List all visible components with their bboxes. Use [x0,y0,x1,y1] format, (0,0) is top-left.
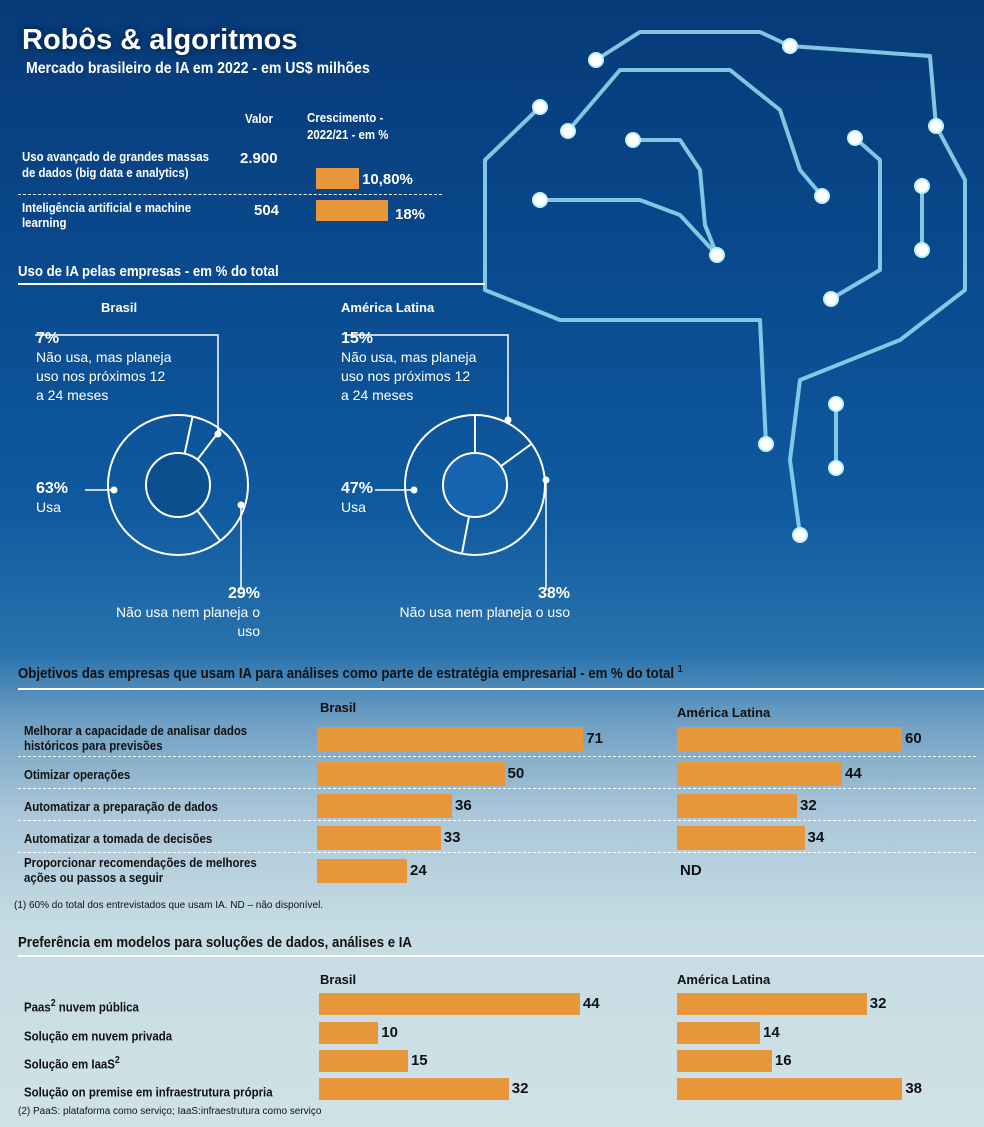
bar-brasil [317,826,441,850]
bar-brasil [319,993,580,1015]
bar-latam [677,762,842,786]
donut-center [145,452,211,518]
col-brasil: Brasil [320,700,357,715]
bar-brasil [319,1050,408,1072]
market-row-label: Uso avançado de grandes massas [22,149,209,164]
donut-charts [107,414,546,556]
bar-brasil [317,794,452,818]
footnote-1: (1) 60% do total dos entrevistados que u… [14,900,324,911]
section-title-uso: Uso de IA pelas empresas - em % do total [18,263,279,280]
divider [18,955,984,957]
bar-latam [677,794,797,818]
market-row-value: 2.900 [240,150,278,167]
donut-title-latam: América Latina [341,300,435,315]
donut-label-usa: 63% Usa [36,480,69,515]
growth-label: 18% [395,206,426,223]
divider [18,283,485,285]
bar-value-latam: 14 [763,1024,780,1041]
donut-label-nao-usa: 29% Não usa nem planeja o uso [116,585,260,639]
market-row-label: learning [22,215,67,230]
bar-value-brasil: 10 [381,1024,398,1041]
page-subtitle: Mercado brasileiro de IA em 2022 - em US… [26,60,370,77]
divider [18,852,976,853]
donut-slice-boundary [460,516,470,554]
bar-latam [677,826,805,850]
col-latam: América Latina [677,972,771,987]
bar-value-brasil: 71 [586,730,603,747]
bar-latam [677,727,902,751]
bar-value-brasil: 32 [511,1080,529,1097]
donut-slice-boundary [500,443,533,467]
bar-brasil [319,1022,379,1044]
category-label: Automatizar a preparação de dados [24,799,218,814]
bar-value-latam: 34 [807,829,825,846]
bar-value-brasil: 44 [582,995,600,1012]
growth-bar [316,200,388,221]
bar-value-brasil: 24 [410,862,427,879]
col-valor: Valor [245,111,273,126]
bar-latam [677,1050,772,1072]
page-title: Robôs & algoritmos [22,24,298,56]
growth-bar [316,168,360,189]
donut-label-planeja: 15% Não usa, mas planeja uso nos próximo… [341,330,477,403]
category-label: Solução em IaaS2 [24,1055,120,1072]
donut-ring [107,414,249,556]
donut-label-planeja: 7% Não usa, mas planeja uso nos próximos… [36,330,172,403]
divider [18,194,442,195]
market-row-label: Inteligência artificial e machine [22,200,192,215]
bar-latam [677,1078,903,1100]
divider [18,820,976,821]
category-label: Proporcionar recomendações de melhores aç… [24,855,257,885]
donut-slice-boundary [183,416,194,454]
bar-brasil [317,727,584,751]
col-brasil: Brasil [320,972,357,987]
bar-value-latam: 60 [905,730,922,747]
category-label: Automatizar a tomada de decisões [24,831,213,846]
donut-title-brasil: Brasil [101,300,138,315]
bar-brasil [319,1078,509,1100]
col-growth-1: Crescimento - [307,110,384,125]
category-label: Otimizar operações [24,767,131,782]
divider [18,688,984,690]
bar-value-latam: 32 [800,797,817,814]
bar-value-brasil: 36 [455,797,472,814]
category-label: Paas2 nuvem pública [24,998,139,1015]
footnote-2: (2) PaaS: plataforma como serviço; IaaS:… [18,1106,322,1117]
donut-slice-boundary [196,509,222,542]
bar-brasil [317,762,505,786]
bar-latam [677,993,867,1015]
col-growth-2: 2022/21 - em % [307,127,389,142]
bar-value-brasil: 15 [410,1052,428,1069]
donut-label-usa: 47% Usa [341,480,374,515]
section-title-objetivos: Objetivos das empresas que usam IA para … [18,664,683,682]
bar-latam [677,1022,761,1044]
market-row-label: de dados (big data e analytics) [22,165,189,180]
donut-label-nao-usa: 38% Não usa nem planeja o uso [399,585,570,620]
growth-label: 10,80% [362,171,413,188]
bar-value-latam: 16 [774,1052,792,1069]
bar-value-brasil: 50 [507,765,525,782]
category-label: Solução em nuvem privada [24,1028,173,1044]
bar-value-latam: ND [680,862,702,879]
section-title-preferencia: Preferência em modelos para soluções de … [18,934,412,951]
market-row-value: 504 [254,202,280,219]
category-label: Melhorar a capacidade de analisar dados h… [24,723,248,753]
donut-center [442,452,508,518]
bar-value-latam: 44 [845,765,862,782]
category-label: Solução on premise em infraestrutura pró… [24,1084,273,1100]
col-latam: América Latina [677,705,771,720]
divider [18,756,976,757]
bar-value-brasil: 33 [443,829,461,846]
divider [18,788,976,789]
bar-value-latam: 38 [905,1080,923,1097]
bar-value-latam: 32 [869,995,887,1012]
bar-brasil [317,859,407,883]
